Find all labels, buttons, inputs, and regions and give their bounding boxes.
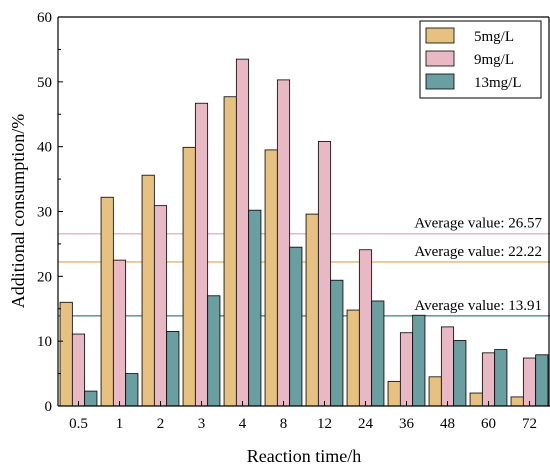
bar-s1-c0 xyxy=(71,333,86,407)
bar-s2-c11 xyxy=(535,354,549,407)
x-tick-label-7: 24 xyxy=(358,416,374,432)
x-tick-label-0: 0.5 xyxy=(69,416,88,432)
x-tick-label-4: 4 xyxy=(239,416,247,432)
y-axis-label: Additional consumption/% xyxy=(8,114,28,308)
bar-s1-c1 xyxy=(112,259,127,407)
bar-s1-c9 xyxy=(440,326,455,407)
x-tick-label-3: 3 xyxy=(198,416,206,432)
legend-swatch-1 xyxy=(425,50,455,67)
bar-s2-c2 xyxy=(166,331,180,407)
legend-swatch-0 xyxy=(425,27,455,44)
bar-s0-c8 xyxy=(387,380,401,407)
x-tick-label-10: 60 xyxy=(481,416,496,432)
bar-s2-c0 xyxy=(84,390,98,407)
x-tick-label-8: 36 xyxy=(399,416,415,432)
y-tick-label-6: 60 xyxy=(37,10,52,26)
bar-s0-c0 xyxy=(59,301,73,407)
bar-s2-c7 xyxy=(371,300,385,407)
bar-s0-c4 xyxy=(223,96,237,407)
reference-label-0: Average value: 26.57 xyxy=(414,216,542,232)
bar-s1-c11 xyxy=(522,357,537,407)
bar-s0-c1 xyxy=(100,196,114,407)
bar-s0-c5 xyxy=(264,149,278,407)
bar-s0-c6 xyxy=(305,213,319,407)
x-tick-label-9: 48 xyxy=(440,416,455,432)
reference-label-1: Average value: 22.22 xyxy=(414,244,542,260)
x-tick-label-6: 12 xyxy=(317,416,332,432)
bar-s1-c2 xyxy=(153,205,168,407)
reference-label-2: Average value: 13.91 xyxy=(414,298,542,314)
bar-s2-c4 xyxy=(248,209,262,407)
bars xyxy=(59,58,549,407)
bar-s2-c8 xyxy=(412,314,426,407)
legend-label-2: 13mg/L xyxy=(474,75,522,91)
bar-s0-c3 xyxy=(182,146,196,407)
x-tick-label-5: 8 xyxy=(280,416,288,432)
y-tick-label-3: 30 xyxy=(37,205,52,221)
x-tick-label-11: 72 xyxy=(522,416,537,432)
bar-s0-c9 xyxy=(428,376,442,407)
bar-s1-c6 xyxy=(317,141,332,407)
bar-s1-c3 xyxy=(194,102,209,407)
y-tick-label-5: 50 xyxy=(37,75,52,91)
bar-s1-c8 xyxy=(399,332,414,407)
bar-s0-c10 xyxy=(469,392,483,407)
reference-lines xyxy=(58,232,550,317)
x-tick-label-2: 2 xyxy=(157,416,165,432)
legend-label-1: 9mg/L xyxy=(474,52,514,68)
reference-labels: Average value: 26.57 Average value: 22.22… xyxy=(414,216,542,314)
x-axis-label: Reaction time/h xyxy=(247,446,361,466)
bar-s0-c7 xyxy=(346,309,360,407)
bar-s0-c11 xyxy=(510,396,524,407)
bar-s1-c4 xyxy=(235,58,250,407)
bar-s2-c10 xyxy=(494,349,508,407)
bar-s1-c7 xyxy=(358,249,373,407)
bar-s2-c1 xyxy=(125,373,139,407)
y-tick-label-2: 20 xyxy=(37,269,52,285)
legend: 5mg/L 9mg/L 13mg/L xyxy=(419,20,542,99)
bar-s2-c6 xyxy=(330,279,344,407)
y-tick-label-1: 10 xyxy=(37,334,52,350)
legend-swatch-2 xyxy=(425,73,455,90)
bar-s0-c2 xyxy=(141,174,155,407)
y-tick-label-0: 0 xyxy=(45,399,53,415)
bar-s1-c10 xyxy=(481,352,496,407)
bar-s2-c3 xyxy=(207,295,221,407)
bar-s1-c5 xyxy=(276,79,291,407)
bar-s2-c5 xyxy=(289,246,303,407)
x-tick-label-1: 1 xyxy=(116,416,124,432)
legend-label-0: 5mg/L xyxy=(474,29,514,45)
bar-s2-c9 xyxy=(453,340,467,407)
y-tick-label-4: 40 xyxy=(37,140,52,156)
